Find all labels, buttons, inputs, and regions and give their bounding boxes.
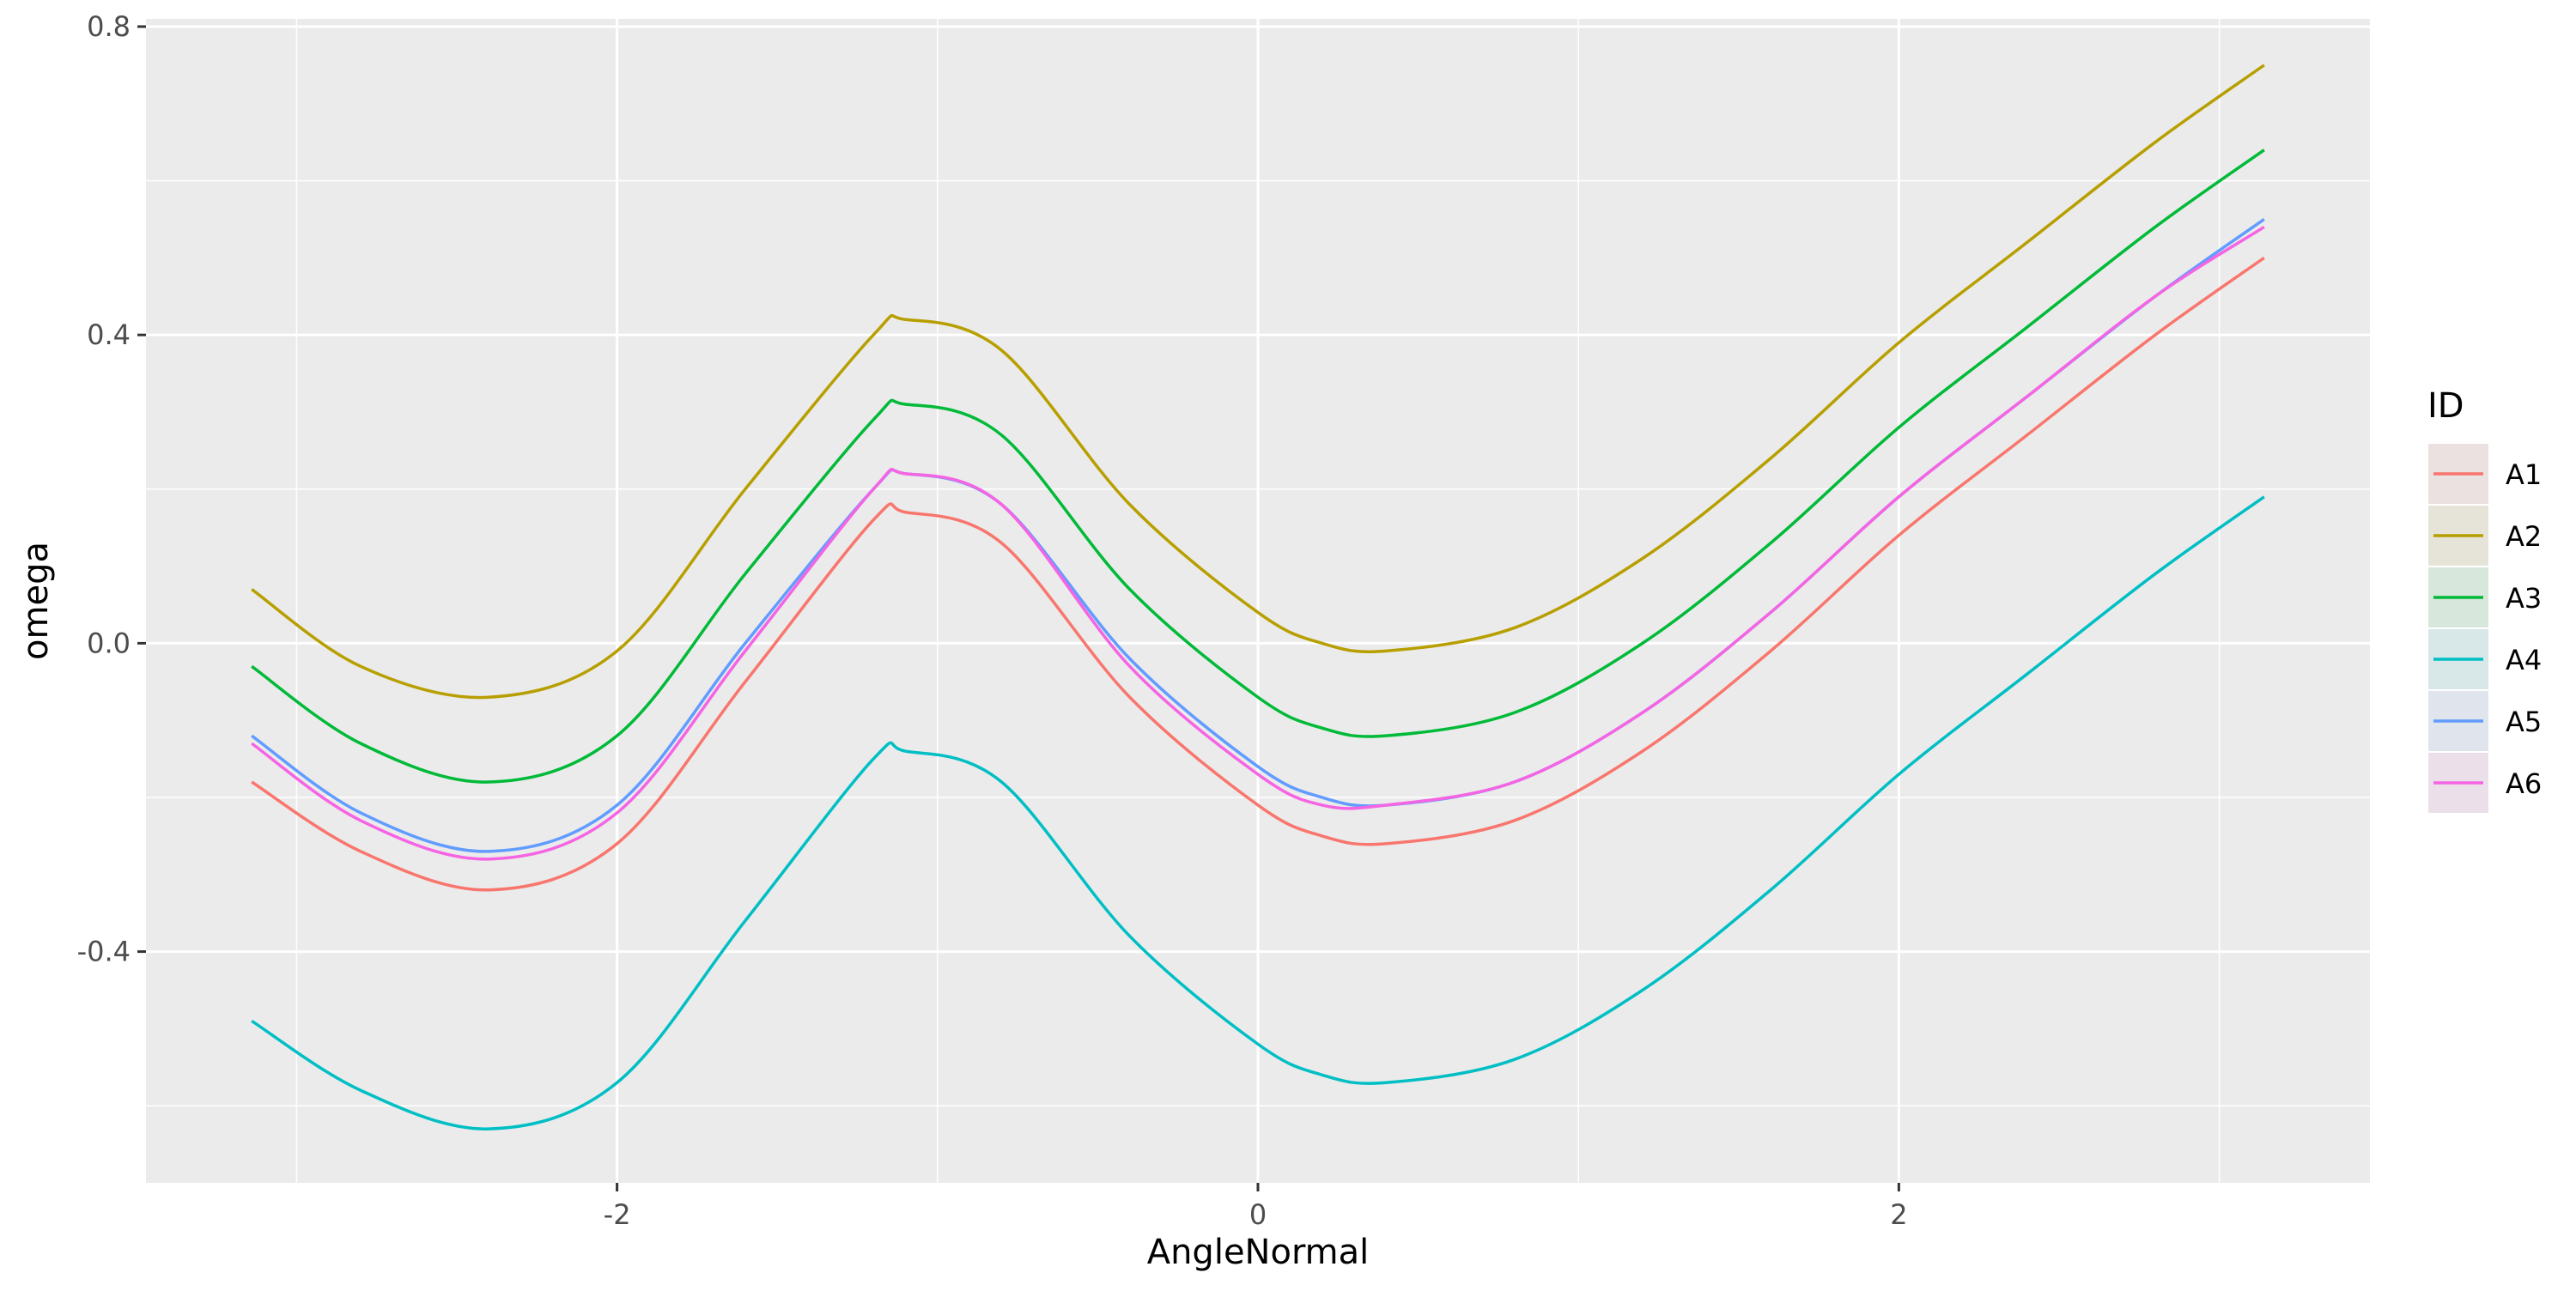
- legend-label: A6: [2506, 767, 2542, 800]
- y-axis-title: omega: [16, 542, 56, 660]
- series-line-a6: [251, 225, 2265, 861]
- x-axis-title: AngleNormal: [1147, 1233, 1370, 1272]
- series-line-a4: [251, 495, 2265, 1130]
- data-series: [251, 64, 2265, 1130]
- legend: ID A1 A2 A3 A4 A5 A6: [2427, 386, 2542, 813]
- x-tick-label: 0: [1249, 1198, 1267, 1231]
- x-tick-label: 2: [1890, 1198, 1907, 1231]
- y-tick-label: -0.4: [77, 936, 131, 968]
- legend-label: A3: [2506, 582, 2542, 615]
- series-line-a2: [251, 64, 2265, 700]
- series-line-a3: [251, 148, 2265, 784]
- grid-lines: [146, 19, 2370, 1183]
- y-tick-label: 0.8: [87, 10, 131, 43]
- legend-label: A1: [2506, 458, 2542, 491]
- series-line-a1: [251, 256, 2265, 892]
- legend-label: A5: [2506, 706, 2542, 738]
- x-tick-label: -2: [604, 1198, 631, 1231]
- axes: -2 0 2 -0.4 0.0 0.4 0.8: [77, 10, 1908, 1231]
- legend-label: A2: [2506, 520, 2542, 553]
- y-tick-label: 0.4: [87, 318, 131, 351]
- y-tick-label: 0.0: [87, 627, 131, 659]
- legend-title: ID: [2427, 386, 2464, 426]
- legend-label: A4: [2506, 644, 2542, 676]
